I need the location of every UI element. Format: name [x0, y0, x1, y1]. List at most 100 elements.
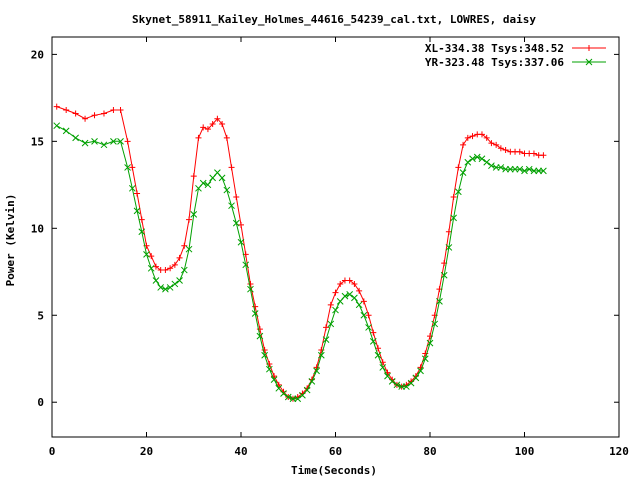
data-point — [351, 294, 358, 302]
data-point — [256, 332, 264, 340]
data-point — [426, 339, 434, 347]
data-point — [370, 329, 377, 336]
x-tick-label: 120 — [609, 445, 629, 458]
x-tick-label: 40 — [234, 445, 247, 458]
data-point — [133, 207, 141, 215]
data-point — [355, 301, 363, 309]
data-point — [360, 298, 367, 305]
data-point — [516, 148, 523, 155]
data-point — [421, 355, 429, 363]
data-point — [337, 280, 344, 287]
data-point — [317, 351, 325, 359]
data-point — [469, 155, 476, 163]
data-point — [214, 115, 221, 122]
data-point — [53, 122, 61, 130]
data-point — [388, 377, 396, 385]
data-point — [289, 395, 297, 403]
data-point — [219, 120, 226, 127]
y-axis: 0 5 10 15 20 — [31, 48, 619, 409]
data-point — [204, 126, 211, 133]
data-point — [540, 167, 547, 175]
data-point — [124, 138, 131, 145]
data-point — [148, 253, 155, 260]
data-point — [516, 165, 524, 173]
legend-label-series-2: YR-323.48 Tsys:337.06 — [425, 56, 564, 69]
data-point — [365, 324, 372, 331]
y-tick-label: 0 — [37, 396, 44, 409]
data-point — [492, 164, 500, 171]
y-tick-label: 5 — [37, 309, 44, 322]
series-2 — [53, 122, 547, 403]
data-point — [228, 202, 235, 210]
data-point — [261, 347, 268, 354]
x-tick-label: 20 — [140, 445, 153, 458]
series-1 — [53, 103, 547, 402]
data-point — [62, 127, 70, 135]
data-point — [176, 254, 183, 261]
data-point — [233, 194, 240, 200]
series-line — [56, 125, 544, 400]
legend-marker-series-2 — [585, 58, 593, 66]
data-point — [497, 164, 505, 171]
data-point — [417, 364, 424, 371]
data-point — [412, 374, 420, 382]
data-point — [128, 184, 136, 192]
data-point — [280, 390, 287, 397]
data-point — [100, 110, 107, 117]
series-line — [56, 106, 544, 400]
data-point — [417, 367, 424, 375]
data-point — [323, 324, 330, 331]
data-point — [450, 214, 457, 222]
data-point — [454, 188, 462, 196]
data-point — [171, 280, 179, 288]
data-point — [436, 297, 443, 305]
data-point — [506, 165, 514, 173]
data-point — [91, 137, 98, 145]
data-point — [91, 112, 98, 119]
legend-marker-series-1 — [586, 45, 592, 51]
data-point — [460, 141, 467, 148]
data-point — [265, 365, 273, 373]
data-point — [308, 377, 316, 385]
data-point — [365, 312, 372, 319]
data-point — [53, 103, 60, 110]
data-point — [450, 194, 457, 200]
data-point — [129, 164, 136, 171]
data-point — [303, 386, 311, 394]
data-point — [200, 124, 207, 131]
data-point — [147, 264, 155, 272]
data-point — [110, 107, 117, 114]
data-point — [152, 263, 159, 270]
data-point — [473, 153, 481, 161]
data-point — [346, 277, 353, 284]
data-point — [525, 165, 533, 173]
data-point — [284, 393, 292, 401]
data-point — [351, 280, 358, 287]
data-point — [530, 150, 537, 157]
data-point — [540, 152, 547, 159]
data-point — [100, 141, 108, 149]
data-point — [228, 164, 235, 171]
data-point — [223, 134, 230, 141]
data-point — [242, 261, 250, 269]
data-point — [327, 320, 335, 328]
data-point — [535, 167, 543, 175]
data-point — [478, 131, 485, 138]
data-point — [117, 107, 124, 114]
data-point — [162, 285, 169, 293]
data-point — [464, 134, 471, 141]
chart-title: Skynet_58911_Kailey_Holmes_44616_54239_c… — [132, 13, 536, 26]
data-point — [469, 133, 476, 140]
data-point — [204, 181, 212, 189]
x-axis-label: Time(Seconds) — [291, 464, 377, 477]
data-point — [251, 310, 259, 317]
data-point — [445, 244, 453, 251]
data-point — [185, 245, 193, 253]
data-point — [455, 164, 462, 171]
data-point — [167, 265, 174, 272]
data-point — [327, 301, 334, 308]
data-point — [483, 134, 490, 141]
legend: XL-334.38 Tsys:348.52 YR-323.48 Tsys:337… — [425, 42, 606, 69]
